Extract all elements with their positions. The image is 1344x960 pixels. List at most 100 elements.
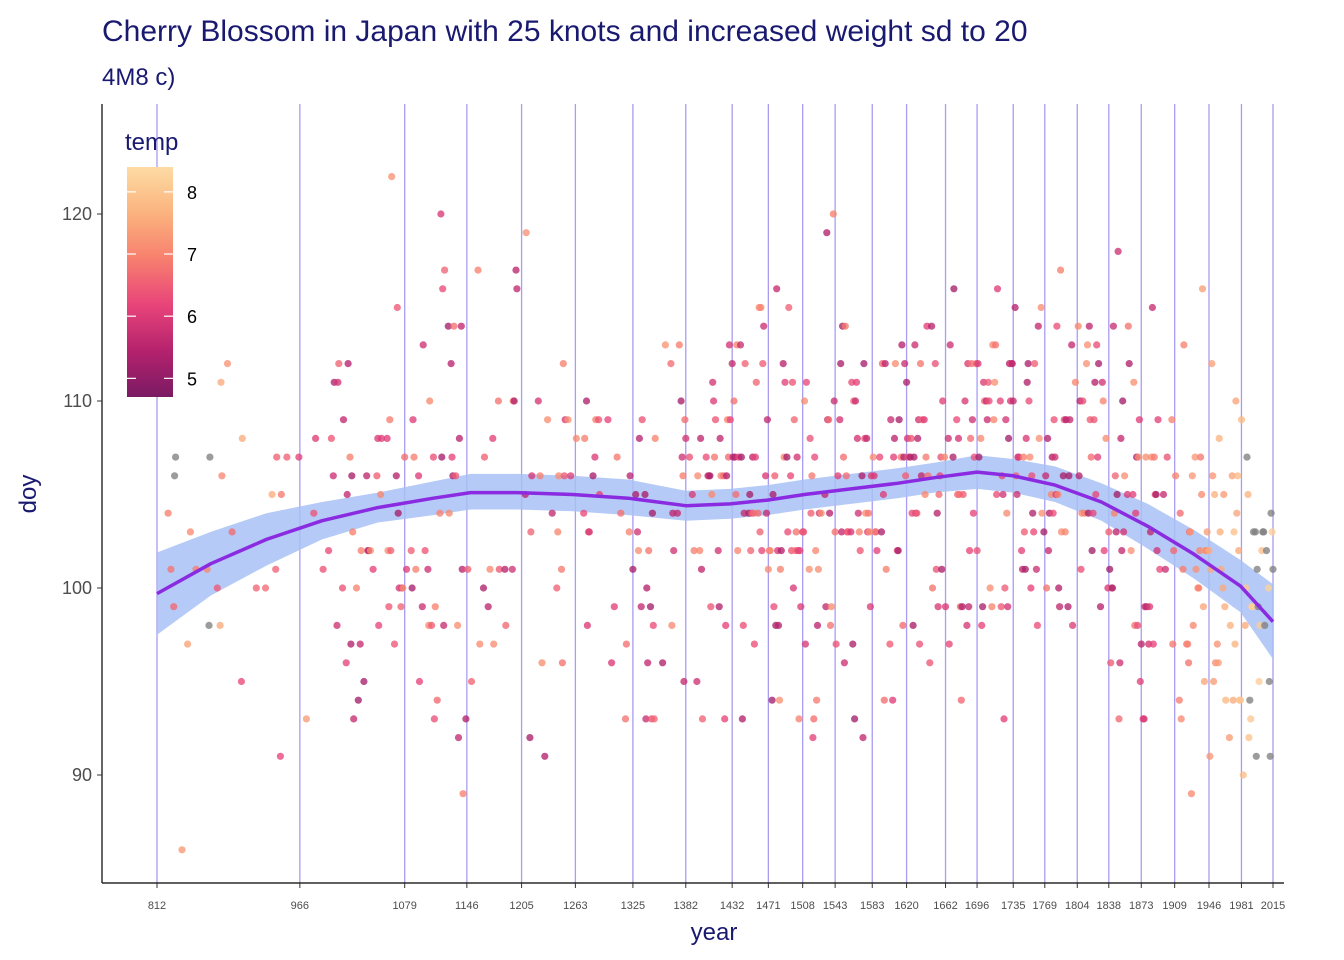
data-point xyxy=(418,603,426,611)
data-point xyxy=(1134,621,1142,630)
data-point xyxy=(763,416,772,424)
data-point xyxy=(1195,584,1203,592)
data-point xyxy=(1102,434,1110,442)
data-point xyxy=(1105,528,1113,536)
data-point xyxy=(186,528,194,536)
data-point xyxy=(580,509,588,517)
data-point xyxy=(559,360,567,368)
data-point xyxy=(769,490,777,499)
data-point xyxy=(1038,509,1046,517)
data-point xyxy=(830,397,838,405)
data-point xyxy=(634,547,643,555)
data-point xyxy=(710,397,718,405)
data-point xyxy=(164,509,172,517)
data-point xyxy=(988,603,996,611)
data-point xyxy=(784,528,792,536)
data-point xyxy=(1093,341,1101,349)
data-point xyxy=(996,397,1004,405)
data-point xyxy=(1247,715,1255,723)
data-point xyxy=(1043,584,1051,592)
data-point xyxy=(1135,416,1143,424)
data-point xyxy=(814,565,823,573)
data-point xyxy=(800,528,808,536)
data-point xyxy=(1082,360,1091,368)
data-point xyxy=(682,434,690,442)
data-point xyxy=(171,472,179,480)
data-point xyxy=(891,360,900,368)
data-point xyxy=(1098,378,1106,386)
data-point xyxy=(920,416,928,424)
data-point xyxy=(954,434,963,442)
data-point xyxy=(421,547,429,555)
data-point xyxy=(1177,715,1185,723)
data-point xyxy=(1136,677,1144,686)
data-point xyxy=(526,734,534,742)
data-point xyxy=(1075,472,1083,480)
data-point xyxy=(789,584,798,592)
x-tick-label: 2015 xyxy=(1261,900,1285,912)
data-point xyxy=(216,621,224,630)
data-point xyxy=(625,528,633,536)
data-point xyxy=(911,341,919,349)
data-point xyxy=(1054,490,1062,499)
data-point xyxy=(706,472,714,480)
data-point xyxy=(1025,397,1033,405)
legend-tick-label: 8 xyxy=(187,183,197,203)
data-point xyxy=(986,584,994,592)
data-point xyxy=(1074,322,1082,330)
data-point xyxy=(512,266,520,274)
data-point xyxy=(709,378,717,386)
data-point xyxy=(1011,303,1019,312)
data-point xyxy=(938,565,946,573)
data-point xyxy=(343,490,351,499)
data-point xyxy=(873,547,881,555)
data-point xyxy=(455,434,463,442)
data-point xyxy=(489,434,497,442)
data-point xyxy=(781,378,789,386)
data-point xyxy=(536,472,544,480)
data-point xyxy=(1203,528,1211,536)
data-point xyxy=(462,715,470,723)
data-point xyxy=(934,603,942,611)
x-tick-label: 1735 xyxy=(1001,900,1025,912)
data-point xyxy=(771,472,779,480)
data-point xyxy=(585,528,593,536)
data-point xyxy=(333,621,341,630)
data-point xyxy=(1210,677,1218,686)
data-point xyxy=(415,677,424,686)
data-point xyxy=(1149,640,1157,648)
data-point xyxy=(1189,621,1197,630)
data-point xyxy=(412,565,420,573)
data-point xyxy=(272,565,280,573)
data-point xyxy=(277,490,285,499)
data-point xyxy=(554,528,562,536)
data-point xyxy=(1096,603,1105,611)
data-point xyxy=(452,472,460,480)
data-point xyxy=(1197,453,1205,461)
data-point xyxy=(993,490,1001,499)
data-point xyxy=(1004,603,1012,611)
data-point xyxy=(276,752,284,760)
data-point xyxy=(184,640,192,648)
data-point xyxy=(997,603,1005,611)
data-point xyxy=(622,640,631,648)
data-point xyxy=(887,416,895,424)
data-point xyxy=(736,341,745,349)
data-point xyxy=(681,416,689,424)
data-point xyxy=(1249,603,1257,611)
data-point xyxy=(454,621,462,630)
data-point xyxy=(419,341,427,349)
x-tick-label: 1620 xyxy=(894,900,918,912)
data-point xyxy=(752,378,760,386)
data-point xyxy=(610,603,618,611)
data-point xyxy=(1179,565,1187,573)
data-point xyxy=(385,603,393,611)
data-point xyxy=(1021,565,1029,573)
x-tick-label: 1946 xyxy=(1197,900,1221,912)
data-point xyxy=(1114,247,1122,255)
data-point xyxy=(217,378,225,386)
data-point xyxy=(1035,434,1043,442)
data-point xyxy=(993,285,1002,293)
data-point xyxy=(642,715,650,723)
data-point xyxy=(1153,547,1161,555)
